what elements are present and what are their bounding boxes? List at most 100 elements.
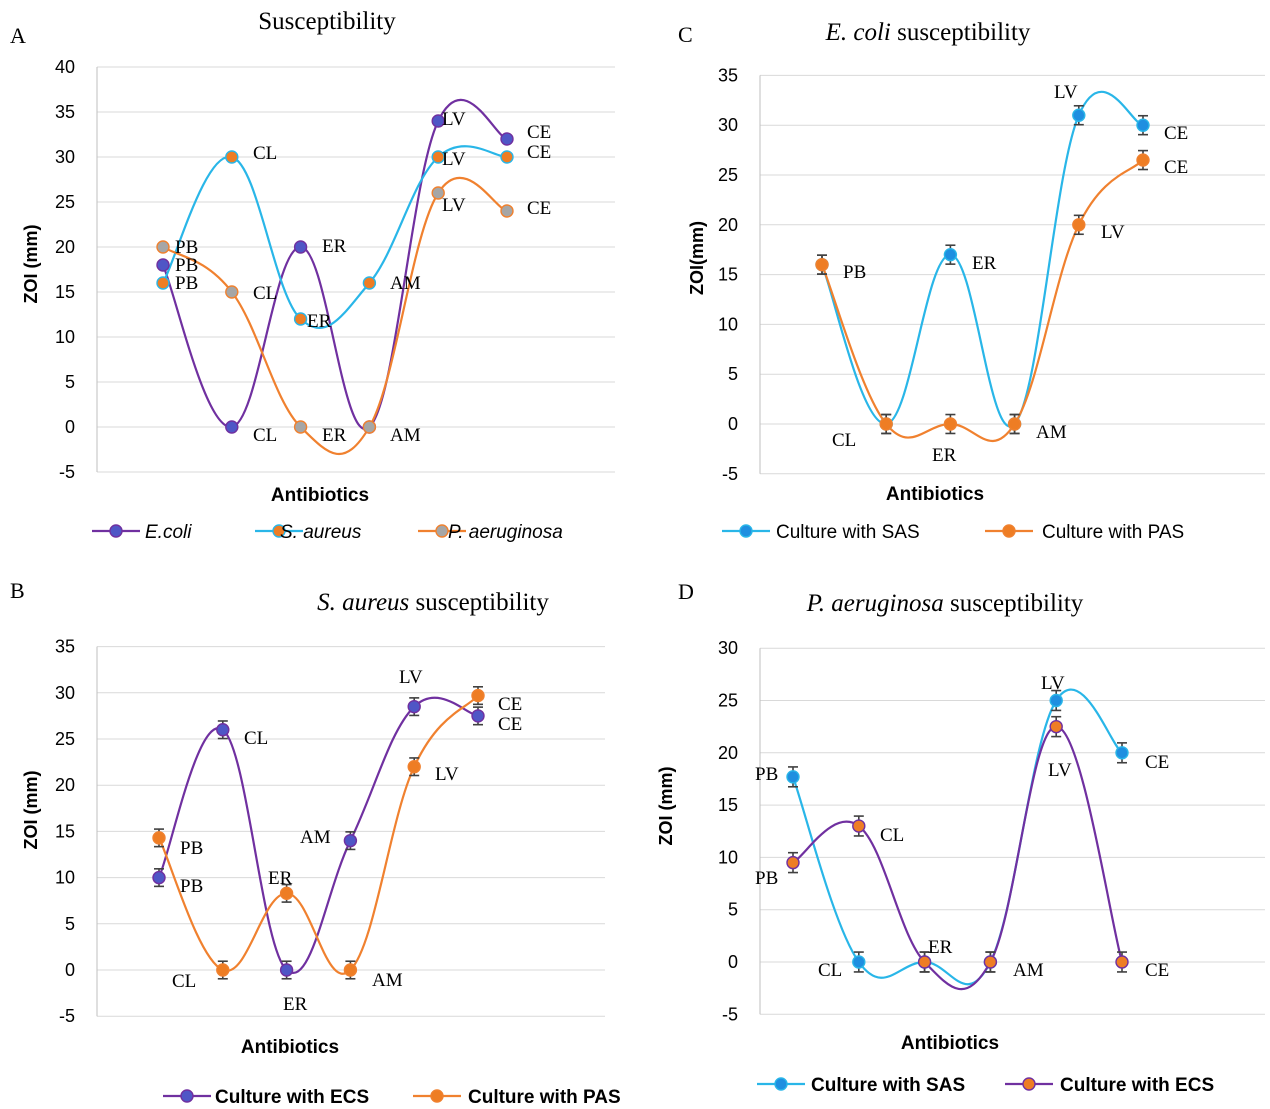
y-tick-label: -5 [59, 1006, 75, 1026]
legend-swatch-marker [774, 1077, 788, 1091]
data-label: CE [1145, 752, 1169, 773]
data-point [343, 833, 358, 848]
legend-label: P. aeruginosa [448, 522, 563, 543]
data-point [1072, 108, 1086, 122]
legend-swatch-marker [739, 524, 753, 538]
y-tick-label: 5 [728, 900, 738, 920]
data-label: CE [498, 694, 522, 715]
y-tick-label: 5 [65, 372, 75, 392]
data-label: AM [1013, 960, 1044, 981]
legend-swatch-marker [180, 1089, 194, 1103]
x-axis-label: Antibiotics [271, 485, 369, 506]
data-label: CE [527, 142, 551, 163]
data-point [471, 709, 485, 723]
data-label: LV [1054, 82, 1078, 103]
data-point [1049, 719, 1063, 734]
data-label: LV [1041, 673, 1065, 694]
data-label: CL [818, 960, 842, 981]
legend-label: Culture with SAS [776, 522, 920, 543]
data-label: PB [180, 838, 203, 859]
data-point [293, 312, 308, 326]
data-point [225, 150, 239, 164]
data-point [1115, 955, 1129, 969]
y-tick-label: 20 [55, 237, 75, 257]
y-tick-label: 10 [55, 868, 75, 888]
data-label: CL [253, 143, 277, 164]
panel-letter: C [678, 22, 693, 47]
y-tick-label: -5 [59, 462, 75, 482]
data-label: PB [755, 764, 778, 785]
data-label: AM [390, 273, 421, 294]
y-tick-label: 15 [55, 282, 75, 302]
chart-title: Susceptibility [258, 8, 396, 35]
chart-title-italic: S. aureus [317, 589, 409, 616]
y-tick-label: 10 [55, 327, 75, 347]
legend-swatch-marker [272, 524, 286, 538]
y-tick-label: 0 [65, 417, 75, 437]
data-point [216, 963, 230, 977]
data-label: CE [1145, 960, 1169, 981]
data-point [407, 760, 421, 774]
legend-label: Culture with PAS [468, 1087, 621, 1108]
chart-panel-b: B S. aureus susceptibility -5 0 5 10 15 20 25 30 3… [10, 578, 621, 1108]
data-point [362, 276, 377, 290]
y-axis-label: ZOI (mm) [21, 224, 41, 303]
data-point [1007, 417, 1022, 431]
x-axis-label: Antibiotics [901, 1033, 999, 1054]
y-tick-label: 35 [55, 102, 75, 122]
y-tick-label: 25 [718, 691, 738, 711]
data-label: CL [253, 425, 277, 446]
data-point [943, 247, 958, 262]
data-point [786, 855, 800, 870]
data-point [279, 886, 294, 901]
y-tick-label: 15 [55, 821, 75, 841]
chart-title-italic: P. aeruginosa [806, 590, 944, 617]
chart-title-text: susceptibility [944, 590, 1084, 617]
data-label: LV [399, 667, 423, 688]
data-label: ER [928, 937, 953, 958]
y-tick-label: 5 [728, 364, 738, 384]
data-point [152, 831, 166, 845]
data-label: PB [175, 255, 198, 276]
chart-title: E. coli susceptibility [825, 19, 1031, 46]
data-label: AM [390, 425, 421, 446]
data-label: CL [832, 430, 856, 451]
y-tick-label: 35 [55, 637, 75, 657]
data-point [156, 276, 170, 290]
data-label: LV [1101, 222, 1125, 243]
y-axis-label: ZOI(mm) [687, 221, 707, 295]
panel-letter: A [10, 23, 26, 48]
data-point [293, 240, 308, 254]
data-point [156, 240, 170, 254]
data-point [1136, 153, 1150, 167]
y-tick-label: 30 [718, 115, 738, 135]
data-point [225, 420, 239, 434]
data-label: ER [268, 868, 293, 889]
y-tick-label: 0 [728, 952, 738, 972]
data-label: CL [880, 825, 904, 846]
data-point [943, 417, 958, 431]
x-axis-label: Antibiotics [886, 484, 984, 505]
y-tick-label: -5 [722, 464, 738, 484]
data-label: ER [283, 994, 308, 1015]
legend-label: S. aureus [280, 522, 362, 543]
legend-swatch-marker [1002, 524, 1016, 538]
data-label: CE [527, 122, 551, 143]
data-point [983, 955, 998, 969]
data-point [1072, 218, 1086, 232]
y-tick-label: 40 [55, 57, 75, 77]
data-point [293, 420, 308, 434]
data-point [1049, 693, 1063, 708]
data-label: LV [435, 764, 459, 785]
chart-panel-d: D P. aeruginosa susceptibility -5 0 5 10 15 20 2… [656, 579, 1265, 1096]
y-tick-label: 15 [718, 795, 738, 815]
data-label: AM [300, 827, 331, 848]
data-point [343, 963, 358, 977]
y-tick-label: 15 [718, 265, 738, 285]
legend-label: E.coli [145, 522, 192, 543]
y-axis-label: ZOI (mm) [21, 770, 41, 849]
data-label: PB [843, 262, 866, 283]
y-tick-label: 10 [718, 314, 738, 334]
data-point [279, 963, 294, 977]
data-point [471, 688, 485, 703]
